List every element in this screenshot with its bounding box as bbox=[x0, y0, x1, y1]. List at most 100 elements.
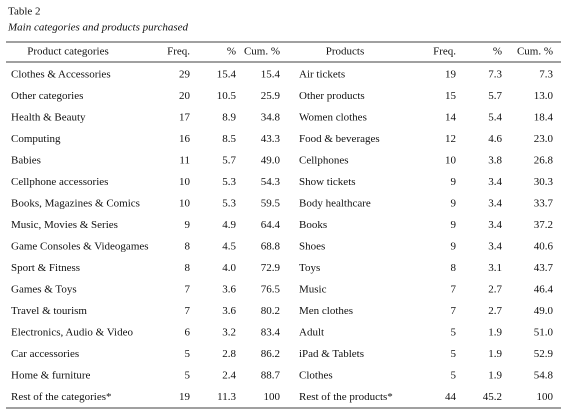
table-cell: 30.3 bbox=[534, 176, 554, 188]
table-cell: Babies bbox=[11, 155, 41, 167]
table-cell: 3.4 bbox=[488, 219, 502, 231]
table-cell: 4.5 bbox=[222, 241, 236, 253]
table-cell: Home & furniture bbox=[11, 370, 91, 382]
table-cell: 10 bbox=[445, 155, 457, 167]
table-cell: 76.5 bbox=[261, 284, 281, 296]
header-cell: Cum. % bbox=[244, 46, 280, 58]
table-cell: 3.1 bbox=[488, 262, 502, 274]
table-cell: 8 bbox=[451, 262, 457, 274]
table-cell: 19 bbox=[445, 69, 457, 81]
table-cell: 3.8 bbox=[488, 155, 502, 167]
table-cell: 8 bbox=[185, 262, 191, 274]
table-cell: Women clothes bbox=[299, 112, 367, 124]
table-cell: Other categories bbox=[11, 90, 83, 102]
table-cell: 5.4 bbox=[488, 112, 502, 124]
table-cell: 43.7 bbox=[534, 262, 554, 274]
table-cell: 25.9 bbox=[261, 90, 281, 102]
table-cell: Air tickets bbox=[299, 69, 345, 81]
table-cell: 5.7 bbox=[222, 155, 236, 167]
table-cell: Sport & Fitness bbox=[11, 262, 80, 274]
table-cell: 18.4 bbox=[534, 112, 554, 124]
table-cell: Rest of the products* bbox=[299, 391, 393, 403]
table-cell: 8 bbox=[185, 241, 191, 253]
table-cell: 33.7 bbox=[534, 198, 554, 210]
table-cell: 34.8 bbox=[261, 112, 281, 124]
table-cell: 2.7 bbox=[488, 284, 502, 296]
table-cell: 88.7 bbox=[261, 370, 281, 382]
table-cell: 12 bbox=[445, 133, 456, 145]
table-cell: 68.8 bbox=[261, 241, 281, 253]
table-cell: 54.3 bbox=[261, 176, 281, 188]
table-cell: 10 bbox=[179, 198, 191, 210]
table-cell: Books, Magazines & Comics bbox=[11, 198, 140, 210]
table-cell: 19 bbox=[179, 391, 191, 403]
table-cell: Men clothes bbox=[299, 305, 353, 317]
table-cell: 3.4 bbox=[488, 198, 502, 210]
header-cell: Products bbox=[326, 46, 365, 58]
table-cell: 9 bbox=[451, 176, 457, 188]
table-cell: 1.9 bbox=[488, 348, 502, 360]
table-cell: Rest of the categories* bbox=[11, 391, 112, 403]
table-cell: 9 bbox=[185, 219, 191, 231]
header-cell: Freq. bbox=[167, 46, 190, 58]
table-cell: 9 bbox=[451, 198, 457, 210]
table-cell: 5.3 bbox=[222, 176, 236, 188]
table-cell: 15.4 bbox=[217, 69, 237, 81]
table-cell: 14 bbox=[445, 112, 457, 124]
table-cell: iPad & Tablets bbox=[299, 348, 364, 360]
table-cell: 4.6 bbox=[488, 133, 502, 145]
table-cell: 7 bbox=[185, 284, 191, 296]
table-cell: 20 bbox=[179, 90, 191, 102]
table-cell: 54.8 bbox=[534, 370, 554, 382]
table-cell: 72.9 bbox=[261, 262, 281, 274]
table-cell: 5.3 bbox=[222, 198, 236, 210]
table-cell: 10.5 bbox=[217, 90, 237, 102]
table-cell: Show tickets bbox=[299, 176, 356, 188]
table-cell: Toys bbox=[299, 262, 320, 274]
table-cell: 44 bbox=[445, 391, 457, 403]
table-cell: Car accessories bbox=[11, 348, 79, 360]
table-cell: 40.6 bbox=[534, 241, 554, 253]
header-cell: % bbox=[227, 46, 236, 58]
table-cell: 100 bbox=[264, 391, 281, 403]
header-cell: Freq. bbox=[433, 46, 456, 58]
table-cell: Other products bbox=[299, 90, 365, 102]
table-cell: 5 bbox=[185, 370, 191, 382]
table-cell: Adult bbox=[299, 327, 324, 339]
table-cell: 23.0 bbox=[534, 133, 554, 145]
table-cell: 59.5 bbox=[261, 198, 281, 210]
table-cell: 15.4 bbox=[261, 69, 281, 81]
table-cell: 9 bbox=[451, 241, 457, 253]
table-cell: 1.9 bbox=[488, 327, 502, 339]
table-cell: 5 bbox=[451, 327, 457, 339]
table-cell: 15 bbox=[445, 90, 457, 102]
header-cell: Cum. % bbox=[517, 46, 553, 58]
table-cell: 7 bbox=[451, 284, 457, 296]
table-cell: 86.2 bbox=[261, 348, 280, 360]
table-cell: 5 bbox=[451, 348, 457, 360]
table-cell: 9 bbox=[451, 219, 457, 231]
table-cell: 26.8 bbox=[534, 155, 554, 167]
table-cell: 10 bbox=[179, 176, 191, 188]
table-cell: Music bbox=[299, 284, 327, 296]
table-cell: 49.0 bbox=[534, 305, 554, 317]
table-cell: Music, Movies & Series bbox=[11, 219, 118, 231]
table-cell: 16 bbox=[179, 133, 191, 145]
table-cell: 17 bbox=[179, 112, 191, 124]
table-cell: 83.4 bbox=[261, 327, 281, 339]
table-cell: 52.9 bbox=[534, 348, 554, 360]
table-cell: Clothes bbox=[299, 370, 333, 382]
table-cell: Cellphone accessories bbox=[11, 176, 108, 188]
table-cell: 2.8 bbox=[222, 348, 236, 360]
table-cell: 45.2 bbox=[483, 391, 502, 403]
table-cell: Shoes bbox=[299, 241, 325, 253]
table-cell: 100 bbox=[537, 391, 554, 403]
table-cell: 11 bbox=[179, 155, 190, 167]
table-cell: 1.9 bbox=[488, 370, 502, 382]
table-cell: 3.6 bbox=[222, 284, 236, 296]
table-cell: 8.5 bbox=[222, 133, 236, 145]
table-cell: 2.4 bbox=[222, 370, 236, 382]
table-cell: 11.3 bbox=[217, 391, 236, 403]
table-cell: 3.2 bbox=[222, 327, 236, 339]
